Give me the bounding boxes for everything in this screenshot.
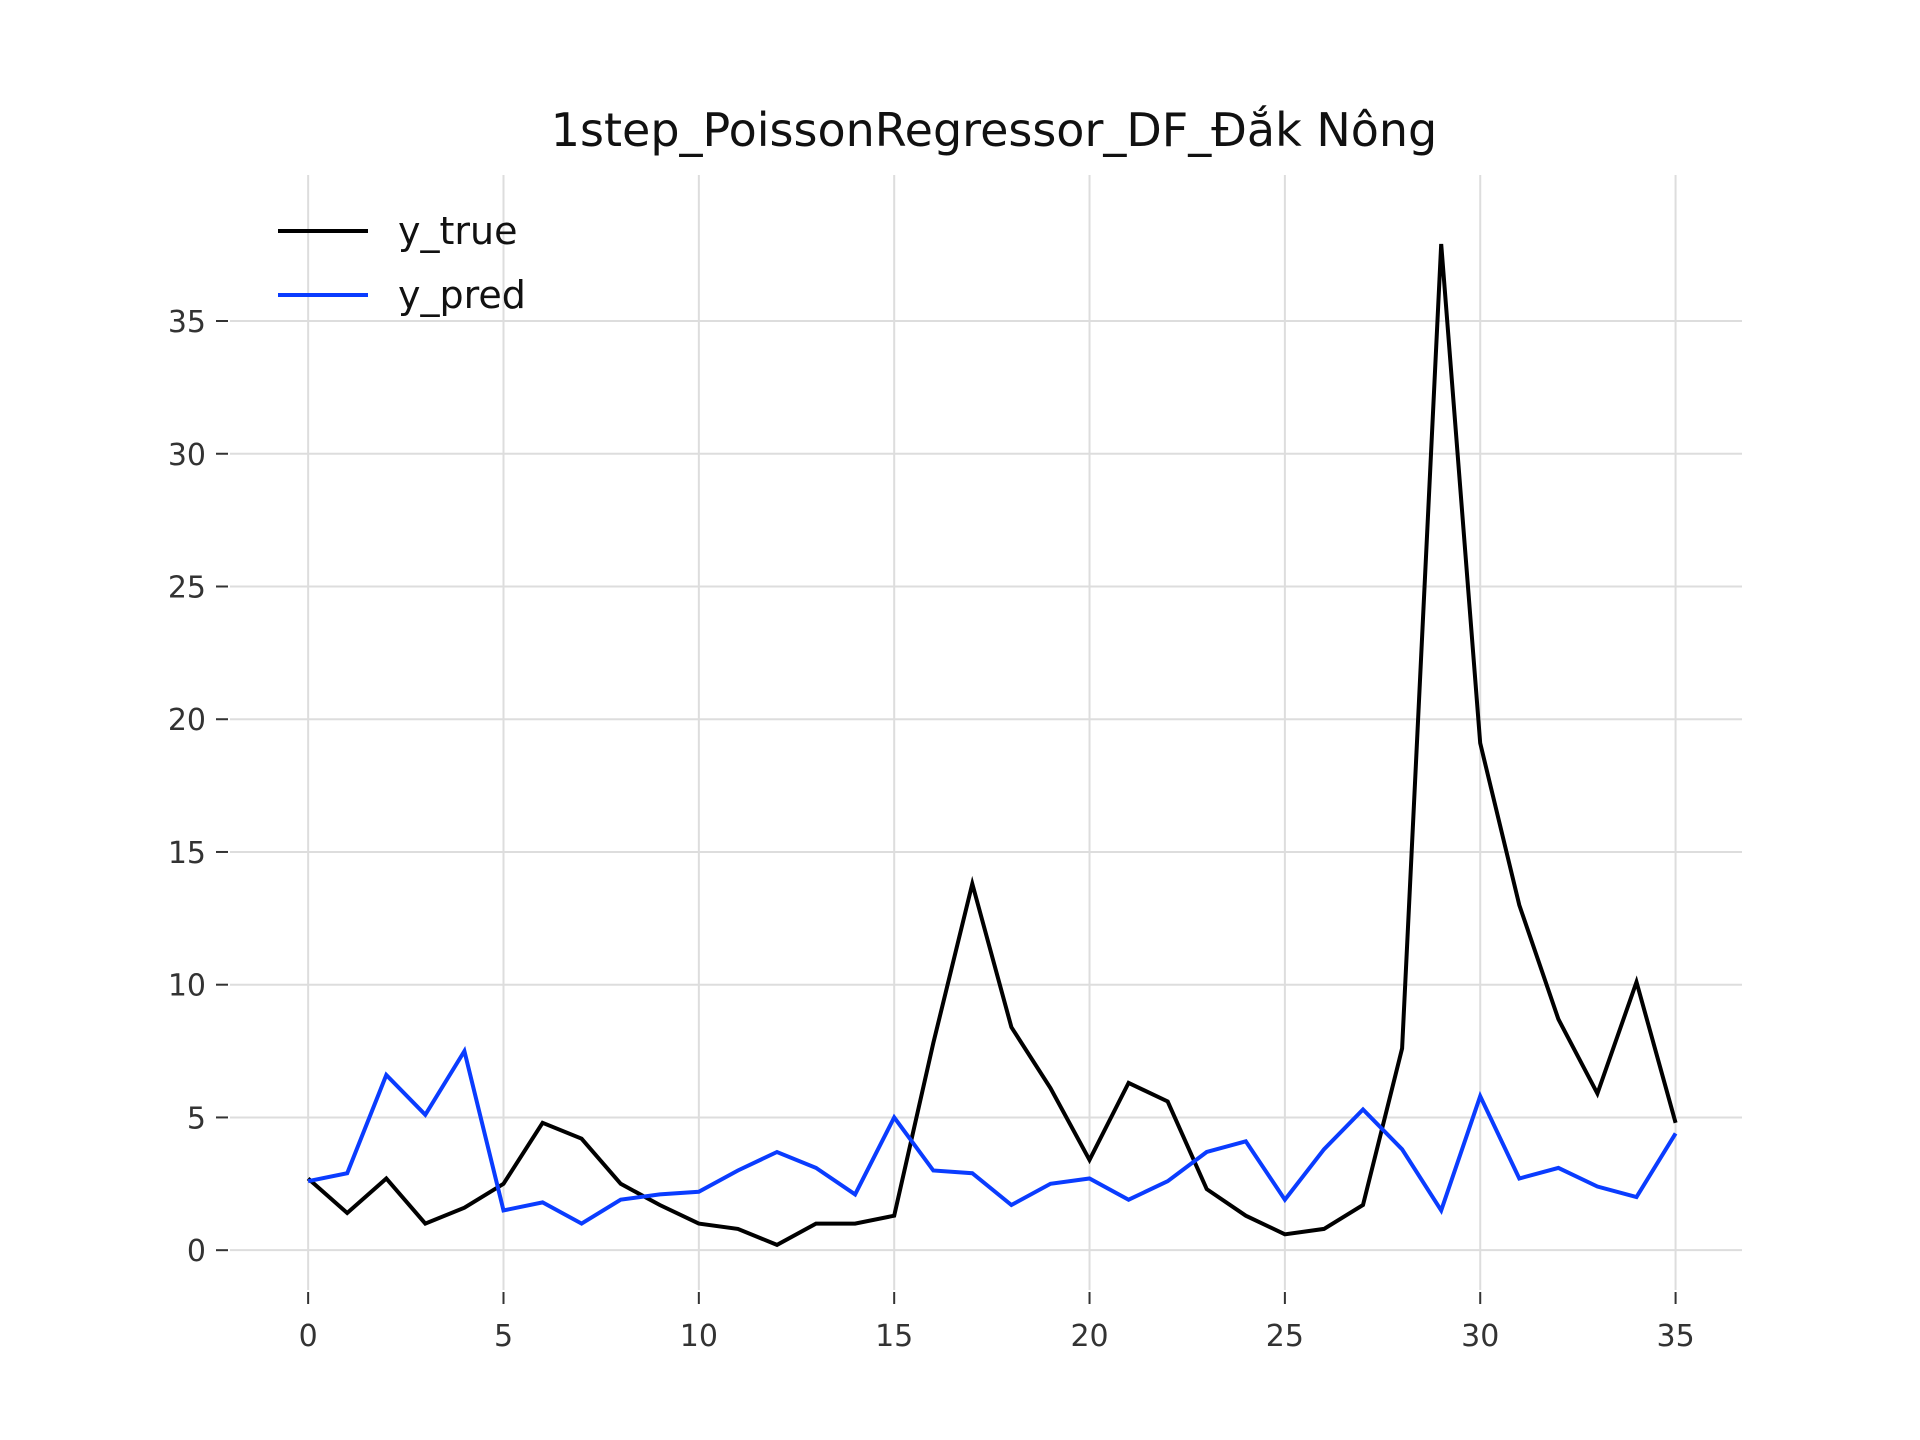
legend: y_true y_pred	[278, 209, 526, 317]
legend-label-y_pred: y_pred	[398, 273, 526, 317]
y-tick-label: 35	[168, 305, 206, 340]
y-tick-label: 20	[168, 703, 206, 738]
series-line-y_true	[306, 243, 1678, 1248]
x-tick-label: 35	[1656, 1319, 1694, 1354]
x-axis: 0 5 10 15 20 25 30 35	[299, 1292, 1695, 1354]
y-tick-label: 5	[187, 1101, 206, 1136]
y-axis: 0 5 10 15 20 25 30 35	[168, 305, 228, 1269]
x-tick-label: 0	[299, 1319, 318, 1354]
series-lines	[306, 243, 1678, 1248]
x-tick-label: 20	[1070, 1319, 1108, 1354]
legend-label-y_true: y_true	[398, 209, 517, 253]
x-tick-label: 15	[875, 1319, 913, 1354]
x-tick-label: 10	[680, 1319, 718, 1354]
y-tick-label: 0	[187, 1234, 206, 1269]
x-tick-label: 5	[494, 1319, 513, 1354]
y-tick-label: 25	[168, 570, 206, 605]
x-tick-label: 30	[1461, 1319, 1499, 1354]
series-line-y_pred	[307, 1045, 1678, 1226]
x-tick-label: 25	[1266, 1319, 1304, 1354]
y-tick-label: 10	[168, 969, 206, 1004]
chart-title: 1step_PoissonRegressor_DF_Đắk Nông	[551, 103, 1438, 157]
grid	[230, 175, 1742, 1290]
y-tick-label: 15	[168, 836, 206, 871]
y-tick-label: 30	[168, 438, 206, 473]
